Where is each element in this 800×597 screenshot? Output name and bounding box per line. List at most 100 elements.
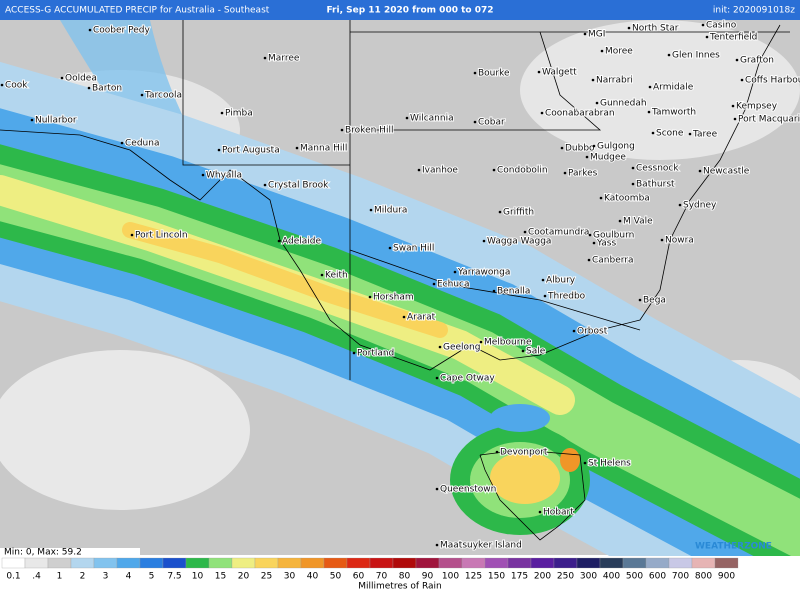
place-label: Queenstown xyxy=(440,485,496,495)
place-label: Melbourne xyxy=(484,338,532,348)
place-label: North Star xyxy=(632,24,679,34)
place-dot xyxy=(647,110,651,114)
place-label: MGI xyxy=(588,30,605,40)
place-dot xyxy=(88,28,92,32)
place-label: Sydney xyxy=(683,201,717,211)
place-label: Horsham xyxy=(373,293,414,303)
place-label: Benalla xyxy=(497,287,530,297)
legend-label: 15 xyxy=(215,572,226,582)
legend-swatch xyxy=(553,557,578,569)
place-label: St Helens xyxy=(588,459,631,469)
place-label: Hobart xyxy=(543,508,574,518)
place-dot xyxy=(263,183,267,187)
place-label: Port Augusta xyxy=(222,146,280,156)
legend-swatch xyxy=(231,557,256,569)
place-label: Bega xyxy=(643,296,666,306)
legend-label: 7.5 xyxy=(167,572,181,582)
place-label: Moree xyxy=(605,47,633,57)
place-dot xyxy=(591,78,595,82)
place-dot xyxy=(492,289,496,293)
place-dot xyxy=(733,117,737,121)
legend-label: 5 xyxy=(149,572,155,582)
legend-swatch xyxy=(415,557,440,569)
place-dot xyxy=(698,169,702,173)
place-label: M Vale xyxy=(623,217,653,227)
legend-label: 175 xyxy=(511,572,528,582)
place-label: Goulburn xyxy=(593,231,634,241)
legend-swatch xyxy=(139,557,164,569)
place-label: Ceduna xyxy=(125,139,159,149)
place-label: Yass xyxy=(596,239,616,249)
legend-swatch xyxy=(300,557,325,569)
legend-swatch xyxy=(1,557,26,569)
place-dot xyxy=(585,155,589,159)
header-bar xyxy=(0,0,800,20)
place-label: Armidale xyxy=(653,83,694,93)
legend-swatch xyxy=(346,557,371,569)
place-label: Tarcoola xyxy=(144,91,182,101)
place-dot xyxy=(667,53,671,57)
place-label: Taree xyxy=(692,130,718,140)
init-time: init: 2020091018z xyxy=(713,6,795,16)
place-label: Nowra xyxy=(665,236,694,246)
place-dot xyxy=(320,273,324,277)
legend-label: 1 xyxy=(57,572,63,582)
place-dot xyxy=(592,241,596,245)
place-label: Portland xyxy=(357,349,394,359)
legend-title: Millimetres of Rain xyxy=(358,582,442,592)
place-label: Glen Innes xyxy=(672,51,720,61)
place-dot xyxy=(220,111,224,115)
place-dot xyxy=(523,230,527,234)
place-dot xyxy=(688,132,692,136)
legend-label: 70 xyxy=(376,572,388,582)
legend-swatch xyxy=(70,557,95,569)
place-label: Grafton xyxy=(740,56,774,66)
legend-label: 10 xyxy=(192,572,204,582)
place-label: Cessnock xyxy=(636,164,679,174)
place-label: Condobolin xyxy=(497,166,548,176)
place-dot xyxy=(660,238,664,242)
place-label: Tamworth xyxy=(651,108,696,118)
place-label: Cootamundra xyxy=(528,228,589,238)
place-dot xyxy=(583,461,587,465)
legend-swatch xyxy=(645,557,670,569)
place-label: Scone xyxy=(656,129,684,139)
place-label: Whyalla xyxy=(206,171,242,181)
place-dot xyxy=(592,144,596,148)
legend-label: 900 xyxy=(718,572,735,582)
place-dot xyxy=(473,71,477,75)
legend-label: 150 xyxy=(488,572,505,582)
legend-swatch xyxy=(162,557,187,569)
borders xyxy=(0,20,790,541)
product-title: ACCESS-G ACCUMULATED PRECIP for Australi… xyxy=(5,6,270,16)
place-label: Sale xyxy=(526,347,546,357)
legend-label: 400 xyxy=(603,572,620,582)
legend-label: .4 xyxy=(32,572,41,582)
place-label: Geelong xyxy=(443,343,480,353)
place-label: Port Macquarie xyxy=(738,115,800,125)
legend-swatch xyxy=(530,557,555,569)
place-label: Echuca xyxy=(437,280,470,290)
legend-swatch xyxy=(93,557,118,569)
place-label: Bourke xyxy=(478,69,510,79)
place-label: Canberra xyxy=(592,256,634,266)
place-dot xyxy=(438,345,442,349)
place-dot xyxy=(405,116,409,120)
legend-label: 80 xyxy=(399,572,411,582)
place-dot xyxy=(432,282,436,286)
place-dot xyxy=(340,128,344,132)
place-dot xyxy=(735,58,739,62)
legend-label: 40 xyxy=(307,572,319,582)
place-dot xyxy=(201,173,205,177)
legend-label: 0.1 xyxy=(6,572,20,582)
place-dot xyxy=(595,101,599,105)
place-dot xyxy=(388,246,392,250)
legend-swatch xyxy=(622,557,647,569)
legend-label: 500 xyxy=(626,572,643,582)
place-dot xyxy=(492,168,496,172)
place-label: Adelaide xyxy=(282,237,321,247)
place-dot xyxy=(435,376,439,380)
legend-label: 30 xyxy=(284,572,296,582)
place-dot xyxy=(277,239,281,243)
